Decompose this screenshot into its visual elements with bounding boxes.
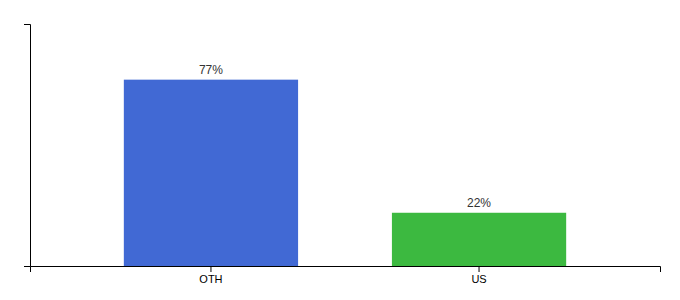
x-tick-label: US (471, 273, 486, 285)
x-tick-mark (210, 266, 211, 272)
bars (124, 80, 566, 266)
x-axis-line (31, 267, 661, 273)
data-label: 22% (467, 196, 491, 210)
bar (124, 80, 298, 266)
bar (392, 213, 566, 266)
y-axis-line (24, 25, 31, 267)
y-axis (24, 25, 31, 267)
data-label: 77% (199, 63, 223, 77)
x-axis: OTH US (31, 266, 661, 285)
x-tick: OTH (199, 266, 222, 285)
data-labels: 77% 22% (199, 63, 491, 210)
x-tick-mark (479, 266, 480, 272)
plot-area: OTH US 77% 22% (24, 25, 661, 285)
x-tick: US (471, 266, 486, 285)
chart-svg: OTH US 77% 22% (0, 0, 680, 300)
x-tick-label: OTH (199, 273, 222, 285)
chart-container: OTH US 77% 22% (0, 0, 680, 300)
